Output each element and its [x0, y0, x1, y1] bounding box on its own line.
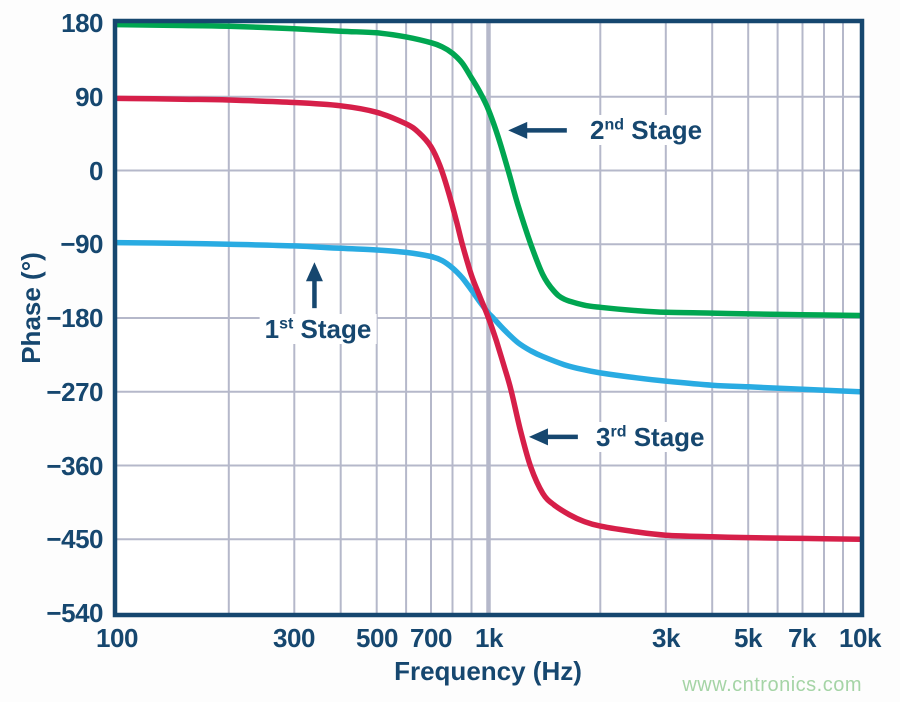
annotation-stage2-ordinal: nd	[604, 116, 625, 134]
annotation-stage3-ordinal: rd	[610, 423, 627, 441]
x-tick-label: 500	[356, 623, 398, 653]
annotation-stage3-text: Stage	[626, 422, 705, 452]
curve-3rd-stage	[117, 95, 860, 543]
plot-border	[112, 18, 865, 618]
y-tick-label: −180	[46, 303, 103, 333]
y-tick-label: 90	[75, 82, 103, 112]
arrow-left	[528, 428, 578, 446]
x-tick-label: 1k	[475, 623, 503, 653]
arrow-head	[528, 428, 548, 446]
arrow-head	[508, 121, 528, 139]
arrow-head	[305, 262, 323, 282]
y-tick-label: −540	[46, 598, 103, 628]
y-tick-label: −90	[60, 229, 103, 259]
arrow-up	[305, 262, 323, 309]
y-tick-label: −270	[46, 377, 103, 407]
x-tick-label: 5k	[734, 623, 762, 653]
annotation-stage2: 2nd Stage	[585, 115, 708, 145]
curve-2nd-stage	[117, 23, 860, 319]
arrow-left	[508, 121, 567, 139]
watermark: www.cntronics.com	[682, 674, 862, 696]
annotation-stage1-ordinal: st	[279, 315, 294, 333]
annotation-stage3: 3rd Stage	[591, 422, 710, 452]
x-tick-label: 700	[410, 623, 452, 653]
annotation-stage1: 1st Stage	[259, 314, 377, 344]
x-axis-title: Frequency (Hz)	[394, 656, 582, 686]
annotation-stage2-text: Stage	[624, 115, 703, 145]
y-tick-label: −360	[46, 451, 103, 481]
annotation-stage2-number: 2	[590, 115, 605, 145]
x-tick-label: 3k	[652, 623, 680, 653]
x-tick-label: 300	[273, 623, 315, 653]
gridlines	[117, 23, 860, 613]
annotation-stage3-number: 3	[596, 422, 611, 452]
annotation-stage1-text: Stage	[293, 314, 372, 344]
y-tick-label: 180	[61, 8, 103, 38]
x-tick-label: 7k	[788, 623, 816, 653]
y-tick-label: 0	[89, 156, 103, 186]
x-tick-label: 10k	[839, 623, 881, 653]
curves	[117, 23, 860, 543]
y-tick-label: −450	[46, 524, 103, 554]
x-tick-label: 100	[96, 623, 138, 653]
annotation-arrows	[305, 121, 578, 446]
annotation-stage1-number: 1	[264, 314, 280, 344]
